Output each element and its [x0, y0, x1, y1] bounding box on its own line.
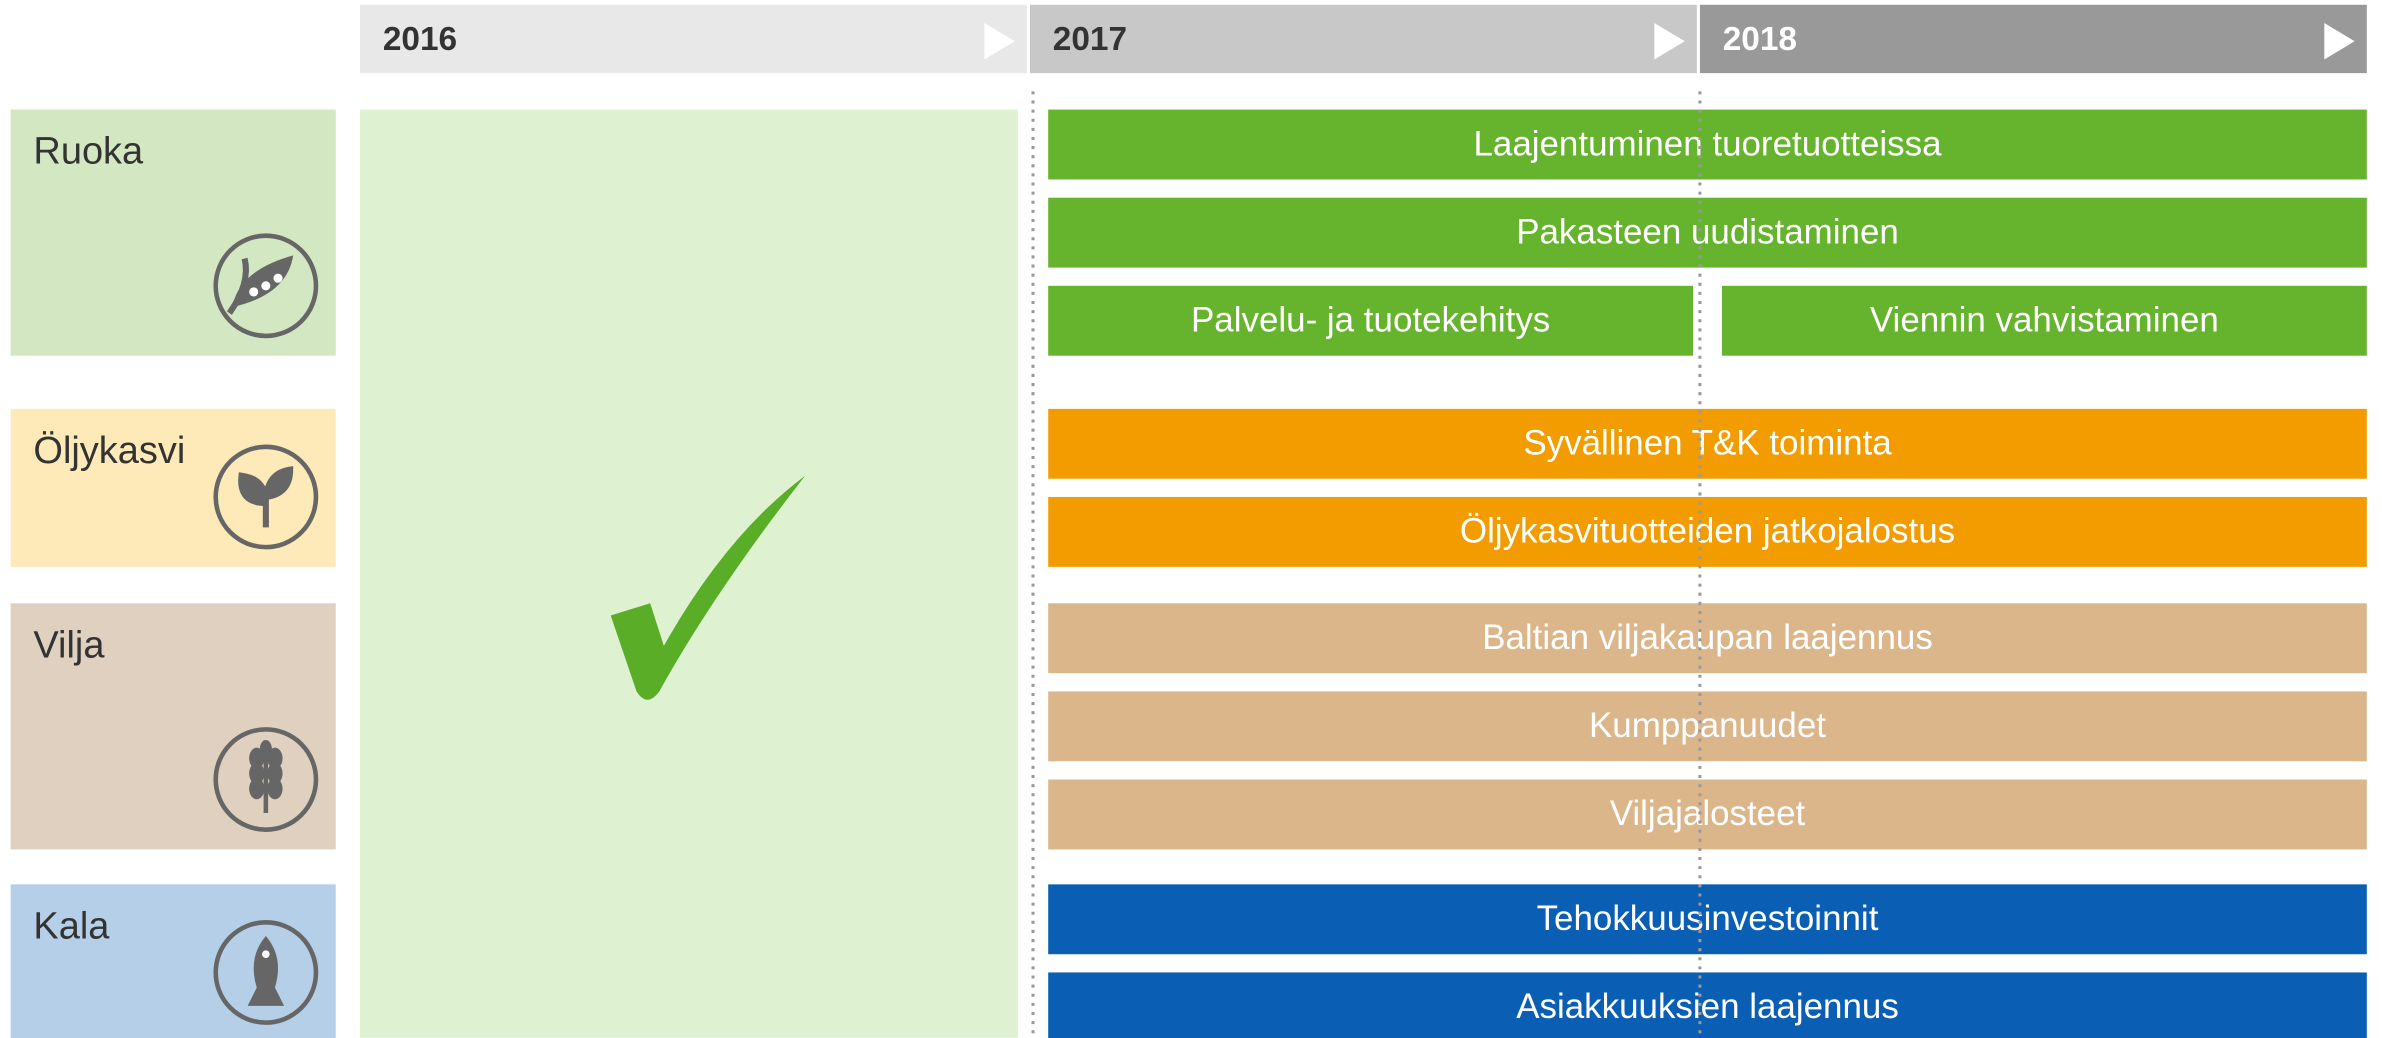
icon-ring — [213, 444, 319, 550]
year-label: 2016 — [383, 21, 457, 58]
category-label: Ruoka — [33, 131, 144, 173]
initiative-bar — [1048, 496, 2367, 567]
year-arrow — [2324, 23, 2355, 60]
category-label: Kala — [33, 905, 110, 947]
year-segment — [1699, 4, 2367, 74]
done-panel — [360, 109, 1018, 1038]
initiative-label: Syvällinen T&K toiminta — [1523, 424, 1892, 463]
icon — [226, 257, 249, 315]
initiative-label: Viljajalosteet — [1610, 794, 1806, 833]
initiative-label: Palvelu- ja tuotekehitys — [1191, 301, 1550, 340]
year-arrow — [1654, 23, 1685, 60]
icon-ring — [213, 920, 319, 1025]
initiative-bar — [1048, 109, 2367, 180]
icon — [238, 466, 294, 528]
icon — [249, 287, 259, 297]
initiative-bar — [1048, 285, 1694, 356]
category-box — [10, 884, 336, 1038]
category-label: Vilja — [33, 624, 105, 666]
icon-ring — [213, 233, 319, 339]
icon — [249, 762, 265, 785]
initiative-bar — [1048, 408, 2367, 479]
checkmark — [610, 475, 806, 700]
initiative-label: Tehokkuusinvestoinnit — [1537, 899, 1879, 938]
initiative-bar — [1048, 197, 2367, 268]
icon — [259, 740, 272, 759]
icon — [247, 936, 285, 1006]
initiative-label: Kumppanuudet — [1589, 706, 1826, 745]
category-box — [10, 603, 336, 850]
icon — [273, 273, 283, 283]
initiative-label: Pakasteen uudistaminen — [1516, 212, 1899, 251]
initiative-label: Laajentuminen tuoretuotteissa — [1473, 124, 1942, 163]
initiative-bar — [1048, 884, 2367, 955]
year-label: 2017 — [1053, 21, 1127, 58]
icon — [267, 778, 283, 800]
initiative-bar — [1721, 285, 2367, 356]
category-icon — [213, 920, 319, 1025]
year-segment — [360, 4, 1027, 74]
category-icon — [213, 727, 319, 832]
initiative-label: Asiakkuuksien laajennus — [1516, 987, 1899, 1026]
year-segment — [1029, 4, 1697, 74]
icon — [261, 281, 271, 291]
initiative-bar — [1048, 779, 2367, 850]
icon-ring — [213, 727, 319, 832]
initiative-label: Öljykasvituotteiden jatkojalostus — [1460, 512, 1955, 551]
icon — [249, 778, 265, 800]
initiative-bar — [1048, 691, 2367, 762]
category-icon — [213, 233, 319, 339]
icon — [267, 762, 283, 785]
year-arrow — [984, 23, 1015, 60]
initiative-bar — [1048, 603, 2367, 674]
initiative-label: Viennin vahvistaminen — [1870, 301, 2219, 340]
icon — [262, 950, 270, 959]
category-box — [10, 109, 336, 356]
initiative-label: Baltian viljakaupan laajennus — [1482, 618, 1933, 657]
category-label: Öljykasvi — [33, 430, 185, 472]
category-icon — [213, 444, 319, 550]
initiative-bar — [1048, 972, 2367, 1038]
year-label: 2018 — [1723, 21, 1797, 58]
icon — [232, 255, 294, 308]
